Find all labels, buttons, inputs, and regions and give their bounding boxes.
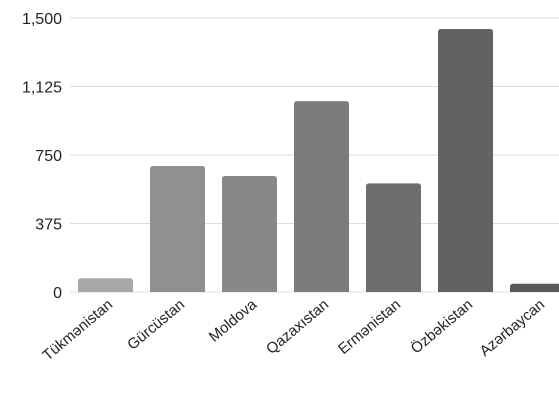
x-tick-label: Tükmənistan [39,296,116,364]
y-axis-ticks: 0 375 750 1,125 1,500 [22,11,62,302]
x-tick-label: Ermənistan [335,296,404,358]
bar [294,101,349,292]
bar [510,283,559,292]
x-tick-label: Özbəkistan [407,295,476,357]
bar [438,28,493,293]
bar [366,183,421,292]
bars [78,28,559,293]
x-tick-label: Azərbaycan [476,296,548,360]
bar [78,278,133,292]
y-tick-label: 1,125 [22,80,62,97]
bar [150,165,205,292]
y-tick-label: 1,500 [22,11,62,28]
x-tick-label: Qazaxıstan [263,296,332,358]
x-axis-ticks: Tükmənistan Gürcüstan Moldova Qazaxıstan Erm… [39,295,548,364]
y-tick-label: 0 [53,285,62,302]
x-tick-label: Gürcüstan [124,296,188,354]
bar [222,176,277,292]
y-tick-label: 750 [35,148,62,165]
x-tick-label: Moldova [206,296,261,346]
y-tick-label: 375 [35,217,62,234]
